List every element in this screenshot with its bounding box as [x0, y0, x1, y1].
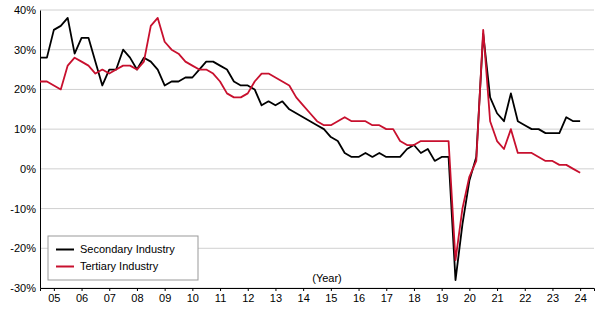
- grid-line: [40, 89, 594, 90]
- x-tick: 07: [104, 288, 116, 304]
- x-tick-label: 08: [131, 292, 143, 304]
- grid-line: [40, 10, 594, 11]
- y-tick: -20%: [10, 242, 40, 254]
- x-tick-mark: [192, 288, 193, 291]
- y-tick: 10%: [14, 123, 40, 135]
- grid-line: [40, 208, 594, 209]
- x-tick: 11: [215, 288, 226, 304]
- x-tick: 13: [270, 288, 282, 304]
- legend-label: Tertiary Industry: [80, 260, 159, 272]
- x-tick: 05: [48, 288, 60, 304]
- x-tick: 24: [575, 288, 587, 304]
- x-tick-label: 09: [159, 292, 171, 304]
- legend: Secondary Industry Tertiary Industry: [48, 236, 198, 280]
- legend-box: [48, 236, 198, 280]
- y-tick-label: -30%: [10, 282, 36, 294]
- x-tick: 23: [547, 288, 559, 304]
- x-tick-label: 06: [76, 292, 88, 304]
- x-tick: 08: [131, 288, 143, 304]
- x-tick-label: 21: [491, 292, 503, 304]
- x-tick-label: 14: [298, 292, 310, 304]
- y-tick-label: -10%: [10, 203, 36, 215]
- x-axis: 05 06 07 08 09 10 11 12 13 14 15 16 17 18 19 20 21 22 23 24: [41, 288, 595, 304]
- x-tick-mark: [275, 288, 276, 291]
- x-tick-label: 07: [104, 292, 116, 304]
- chart-svg: -30% -20% -10% 0% 10% 20% 30% 40% 05 06 07 08 09 10 11…: [0, 0, 600, 310]
- x-tick: 10: [187, 288, 199, 304]
- x-axis-line: [41, 289, 595, 292]
- legend-swatch: [56, 266, 74, 268]
- x-tick-mark: [386, 288, 387, 291]
- y-tick: 20%: [14, 83, 40, 95]
- x-tick-mark: [442, 288, 443, 291]
- grid: [40, 10, 594, 288]
- x-tick-mark: [497, 288, 498, 291]
- x-tick-label: 17: [381, 292, 393, 304]
- y-tick-label: 20%: [14, 83, 36, 95]
- x-tick: 16: [353, 288, 365, 304]
- x-tick: 22: [519, 288, 531, 304]
- x-tick-mark: [469, 288, 470, 291]
- legend-label: Secondary Industry: [80, 243, 175, 255]
- x-tick-label: 22: [519, 292, 531, 304]
- x-tick: 17: [381, 288, 393, 304]
- x-tick-label: 12: [242, 292, 254, 304]
- series-line: [40, 18, 580, 260]
- x-axis-title: (Year): [312, 272, 342, 284]
- x-tick-label: 20: [464, 292, 476, 304]
- x-tick-mark: [525, 288, 526, 291]
- x-tick-mark: [552, 288, 553, 291]
- x-tick-label: 05: [48, 292, 60, 304]
- x-tick-mark: [580, 288, 581, 291]
- x-tick: 06: [76, 288, 88, 304]
- x-tick-mark: [82, 288, 83, 291]
- x-tick-label: 16: [353, 292, 365, 304]
- y-tick: 0%: [20, 163, 40, 175]
- x-tick-label: 13: [270, 292, 282, 304]
- x-tick: 20: [464, 288, 476, 304]
- x-tick-label: 11: [215, 292, 226, 304]
- x-tick-mark: [331, 288, 332, 291]
- x-tick-mark: [165, 288, 166, 291]
- y-tick: 40%: [14, 4, 40, 16]
- y-tick: 30%: [14, 44, 40, 56]
- y-tick-label: 10%: [14, 123, 36, 135]
- y-tick-label: -20%: [10, 242, 36, 254]
- x-tick: 21: [491, 288, 503, 304]
- x-tick: 15: [325, 288, 337, 304]
- y-tick-label: 40%: [14, 4, 36, 16]
- lines: [40, 18, 580, 280]
- series-line: [40, 18, 580, 280]
- x-tick: 12: [242, 288, 254, 304]
- x-tick-mark: [414, 288, 415, 291]
- y-tick-label: 30%: [14, 44, 36, 56]
- x-tick-mark: [359, 288, 360, 291]
- x-tick: 18: [408, 288, 420, 304]
- x-tick: 19: [436, 288, 448, 304]
- x-tick-mark: [54, 288, 55, 291]
- x-tick-label: 10: [187, 292, 199, 304]
- chart-container: -30% -20% -10% 0% 10% 20% 30% 40% 05 06 07 08 09 10 11…: [0, 0, 600, 310]
- x-tick-label: 19: [436, 292, 448, 304]
- y-tick: -10%: [10, 203, 40, 215]
- grid-line: [40, 168, 594, 169]
- x-tick-mark: [137, 288, 138, 291]
- y-axis: -30% -20% -10% 0% 10% 20% 30% 40%: [10, 4, 40, 294]
- y-axis-line: [40, 11, 41, 289]
- x-tick-mark: [303, 288, 304, 291]
- x-tick-mark: [248, 288, 249, 291]
- x-tick: 14: [298, 288, 310, 304]
- y-tick-label: 0%: [20, 163, 36, 175]
- y-tick: -30%: [10, 282, 40, 294]
- x-tick: 09: [159, 288, 171, 304]
- x-tick-label: 23: [547, 292, 559, 304]
- legend-swatch: [56, 249, 74, 251]
- x-tick-label: 24: [575, 292, 587, 304]
- x-tick-mark: [220, 288, 221, 291]
- x-tick-label: 15: [325, 292, 337, 304]
- x-tick-label: 18: [408, 292, 420, 304]
- x-tick-mark: [109, 288, 110, 291]
